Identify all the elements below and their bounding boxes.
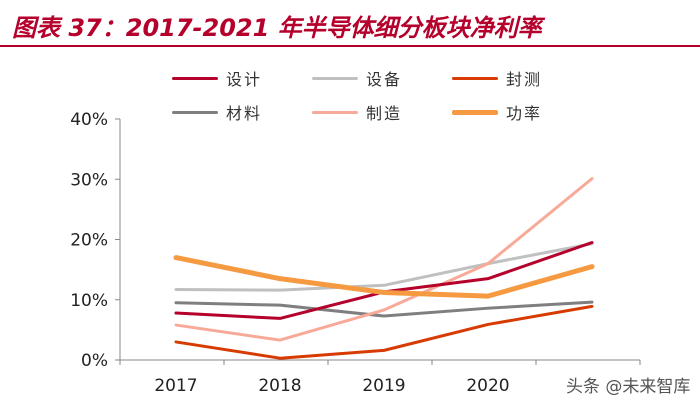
legend-swatch-packaging: [452, 76, 498, 80]
legend-swatch-design: [172, 76, 218, 80]
legend-item-packaging: 封测: [452, 66, 542, 90]
y-tick-label: 0%: [81, 351, 108, 371]
series-line-封测: [174, 304, 594, 360]
legend-label-power: 功率: [506, 104, 543, 123]
x-tick-label: 2018: [258, 376, 301, 396]
x-tick-label: 2019: [362, 376, 405, 396]
legend-swatch-manufacturing: [312, 110, 358, 114]
legend-label-design: 设计: [226, 70, 263, 89]
title-underline: [0, 45, 700, 47]
legend-swatch-equipment: [312, 76, 358, 80]
legend-label-materials: 材料: [226, 104, 263, 123]
series-line-材料: [174, 300, 594, 318]
legend-label-manufacturing: 制造: [366, 104, 403, 123]
legend-item-materials: 材料: [172, 100, 262, 124]
legend-swatch-materials: [172, 110, 218, 114]
legend-label-packaging: 封测: [506, 70, 543, 89]
legend-item-manufacturing: 制造: [312, 100, 402, 124]
y-tick-label: 20%: [70, 231, 108, 251]
x-tick-label: 2017: [154, 376, 197, 396]
y-tick-label: 10%: [70, 291, 108, 311]
series-line-制造: [174, 177, 594, 342]
legend-swatch-power: [452, 109, 498, 115]
legend-item-power: 功率: [452, 100, 542, 124]
watermark: 头条 @未来智库: [566, 377, 691, 397]
legend-item-design: 设计: [172, 66, 262, 90]
y-tick-label: 30%: [70, 170, 108, 190]
series-line-设备: [174, 242, 594, 292]
title-bar: 图表 37：2017-2021 年半导体细分板块净利率: [0, 0, 700, 47]
series-line-功率: [173, 255, 595, 299]
legend-item-equipment: 设备: [312, 66, 402, 90]
y-tick-label: 40%: [70, 110, 108, 130]
legend-label-equipment: 设备: [366, 70, 403, 89]
x-tick-label: 2020: [466, 376, 509, 396]
chart-title: 图表 37：2017-2021 年半导体细分板块净利率: [12, 14, 542, 42]
